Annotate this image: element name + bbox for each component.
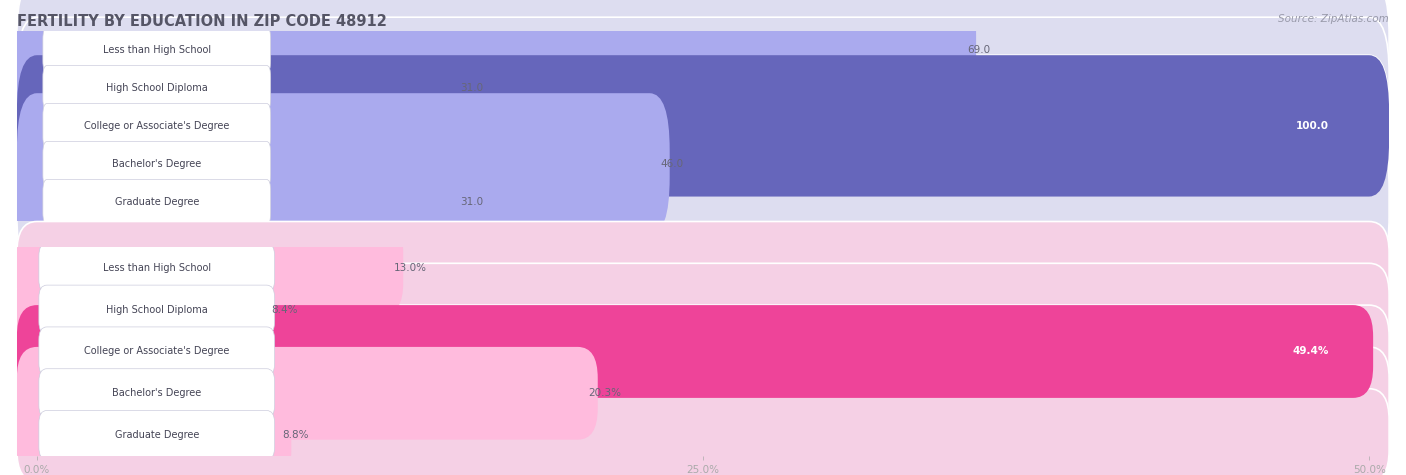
Text: 100.0: 100.0 (1296, 121, 1329, 131)
Text: FERTILITY BY EDUCATION IN ZIP CODE 48912: FERTILITY BY EDUCATION IN ZIP CODE 48912 (17, 14, 387, 29)
Text: College or Associate's Degree: College or Associate's Degree (84, 346, 229, 357)
FancyBboxPatch shape (17, 17, 1389, 159)
FancyBboxPatch shape (39, 327, 274, 376)
FancyBboxPatch shape (17, 0, 976, 121)
FancyBboxPatch shape (17, 221, 1389, 314)
FancyBboxPatch shape (42, 66, 271, 110)
FancyBboxPatch shape (42, 180, 271, 224)
FancyBboxPatch shape (17, 131, 1389, 273)
FancyBboxPatch shape (17, 389, 1389, 475)
FancyBboxPatch shape (17, 17, 470, 159)
Text: Less than High School: Less than High School (103, 263, 211, 273)
Text: 46.0: 46.0 (661, 159, 683, 169)
Text: 31.0: 31.0 (461, 83, 484, 93)
FancyBboxPatch shape (17, 55, 1389, 197)
Text: High School Diploma: High School Diploma (105, 83, 208, 93)
Text: 13.0%: 13.0% (394, 263, 427, 273)
Text: Bachelor's Degree: Bachelor's Degree (112, 159, 201, 169)
FancyBboxPatch shape (39, 369, 274, 418)
FancyBboxPatch shape (17, 263, 281, 356)
FancyBboxPatch shape (17, 93, 1389, 235)
Text: 20.3%: 20.3% (589, 388, 621, 399)
Text: 8.8%: 8.8% (283, 430, 308, 440)
FancyBboxPatch shape (39, 243, 274, 293)
FancyBboxPatch shape (39, 285, 274, 334)
Text: 8.4%: 8.4% (271, 304, 298, 315)
FancyBboxPatch shape (17, 0, 1389, 121)
FancyBboxPatch shape (42, 142, 271, 186)
FancyBboxPatch shape (17, 347, 1389, 440)
Text: Graduate Degree: Graduate Degree (114, 430, 200, 440)
FancyBboxPatch shape (42, 28, 271, 72)
FancyBboxPatch shape (39, 410, 274, 460)
FancyBboxPatch shape (17, 131, 470, 273)
FancyBboxPatch shape (17, 263, 1389, 356)
Text: Source: ZipAtlas.com: Source: ZipAtlas.com (1278, 14, 1389, 24)
FancyBboxPatch shape (17, 305, 1389, 398)
FancyBboxPatch shape (17, 389, 291, 475)
Text: Less than High School: Less than High School (103, 45, 211, 55)
Text: Graduate Degree: Graduate Degree (114, 197, 200, 207)
Text: College or Associate's Degree: College or Associate's Degree (84, 121, 229, 131)
Text: 49.4%: 49.4% (1292, 346, 1329, 357)
FancyBboxPatch shape (42, 104, 271, 148)
Text: 31.0: 31.0 (461, 197, 484, 207)
FancyBboxPatch shape (17, 221, 404, 314)
FancyBboxPatch shape (17, 93, 669, 235)
Text: High School Diploma: High School Diploma (105, 304, 208, 315)
FancyBboxPatch shape (17, 347, 598, 440)
Text: Bachelor's Degree: Bachelor's Degree (112, 388, 201, 399)
FancyBboxPatch shape (17, 305, 1374, 398)
Text: 69.0: 69.0 (967, 45, 990, 55)
FancyBboxPatch shape (17, 55, 1389, 197)
